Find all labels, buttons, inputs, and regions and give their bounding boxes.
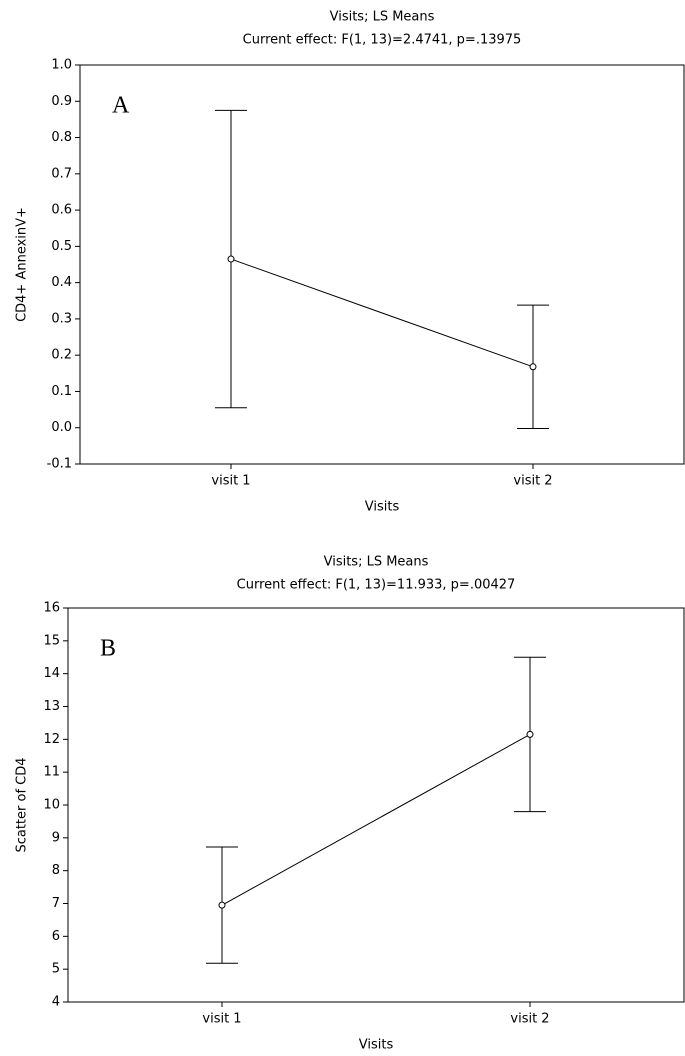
- chart-subtitle: Current effect: F(1, 13)=2.4741, p=.1397…: [243, 33, 522, 48]
- panel-annotation: B: [100, 636, 116, 662]
- x-axis-label: Visits: [365, 500, 400, 515]
- point: [526, 730, 534, 738]
- y-tick-label: 4: [52, 995, 60, 1010]
- line: [221, 733, 531, 906]
- plot-frame: [79, 64, 685, 465]
- y-tick-label: 0.0: [51, 420, 72, 435]
- line: [230, 258, 534, 368]
- y-tick-label: 11: [43, 765, 60, 780]
- y-tick-label: 5: [52, 962, 60, 977]
- point: [227, 255, 235, 263]
- y-tick-label: 6: [52, 929, 60, 944]
- y-tick-label: 0.9: [51, 94, 72, 109]
- y-tick-label: 0.6: [51, 203, 72, 218]
- point: [218, 901, 226, 909]
- y-tick-label: 0.1: [51, 384, 72, 399]
- y-axis-label: Scatter of CD4: [15, 757, 30, 852]
- point: [529, 363, 537, 371]
- y-tick-label: 16: [43, 601, 60, 616]
- y-tick-label: -0.1: [47, 457, 72, 472]
- y-tick-label: 8: [52, 863, 60, 878]
- y-tick-label: 13: [43, 699, 60, 714]
- y-tick-label: 0.4: [51, 275, 72, 290]
- y-tick-label: 10: [43, 798, 60, 813]
- y-tick-label: 12: [43, 732, 60, 747]
- y-axis-label: CD4+ AnnexinV+: [15, 207, 30, 322]
- y-tick-label: 14: [43, 666, 60, 681]
- chart-subtitle: Current effect: F(1, 13)=11.933, p=.0042…: [237, 578, 516, 593]
- y-tick-label: 9: [52, 830, 60, 845]
- y-tick-label: 7: [52, 896, 60, 911]
- x-tick-label: visit 1: [211, 474, 250, 489]
- y-tick-label: 15: [43, 633, 60, 648]
- y-tick-label: 0.3: [51, 311, 72, 326]
- x-tick-label: visit 2: [510, 1012, 549, 1027]
- y-tick-label: 0.2: [51, 348, 72, 363]
- plot-frame: [67, 607, 685, 1003]
- panel-annotation: A: [112, 93, 130, 119]
- chart-title: Visits; LS Means: [330, 10, 435, 25]
- x-axis-label: Visits: [359, 1038, 394, 1053]
- y-tick-label: 1.0: [51, 58, 72, 73]
- chart-title: Visits; LS Means: [324, 555, 429, 570]
- x-tick-label: visit 2: [513, 474, 552, 489]
- y-tick-label: 0.8: [51, 130, 72, 145]
- y-tick-label: 0.5: [51, 239, 72, 254]
- y-tick-label: 0.7: [51, 166, 72, 181]
- x-tick-label: visit 1: [202, 1012, 241, 1027]
